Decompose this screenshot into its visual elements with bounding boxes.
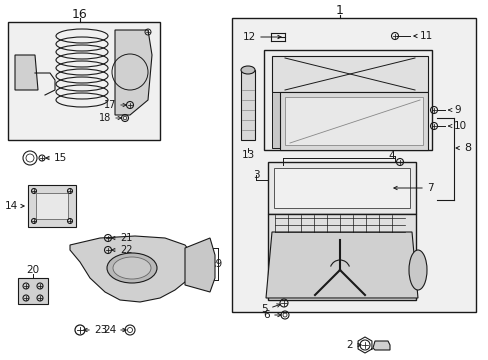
Polygon shape — [184, 238, 215, 292]
Text: 1: 1 — [335, 4, 343, 17]
Text: 4: 4 — [388, 151, 394, 161]
Text: 2: 2 — [346, 340, 352, 350]
Text: 18: 18 — [99, 113, 111, 123]
Polygon shape — [115, 30, 152, 115]
Text: 23: 23 — [94, 325, 107, 335]
Polygon shape — [372, 341, 389, 350]
Polygon shape — [265, 232, 417, 298]
Bar — [264, 50, 431, 150]
Ellipse shape — [107, 253, 157, 283]
Text: 12: 12 — [242, 32, 256, 42]
Text: 7: 7 — [426, 183, 433, 193]
Bar — [8, 22, 160, 140]
Polygon shape — [70, 236, 195, 302]
Bar — [28, 185, 76, 227]
Bar — [280, 92, 427, 150]
Ellipse shape — [113, 257, 151, 279]
Bar — [285, 97, 422, 145]
Text: 14: 14 — [5, 201, 18, 211]
Bar — [241, 70, 254, 140]
Bar — [36, 193, 68, 219]
Text: 5: 5 — [261, 304, 267, 314]
Bar — [273, 168, 409, 208]
Text: 10: 10 — [453, 121, 466, 131]
Ellipse shape — [408, 250, 426, 290]
Text: 17: 17 — [103, 100, 116, 110]
Bar — [267, 214, 415, 300]
Text: 16: 16 — [72, 8, 88, 21]
Text: 20: 20 — [26, 265, 40, 275]
Text: 6: 6 — [263, 310, 269, 320]
Text: 21: 21 — [120, 233, 132, 243]
Bar — [18, 278, 48, 304]
Bar — [267, 162, 415, 214]
Bar — [231, 18, 475, 312]
Text: 9: 9 — [453, 105, 460, 115]
Text: 15: 15 — [54, 153, 67, 163]
Polygon shape — [15, 55, 38, 90]
Text: 11: 11 — [419, 31, 432, 41]
Text: 8: 8 — [463, 143, 470, 153]
Text: 19: 19 — [209, 259, 223, 269]
Text: 3: 3 — [252, 170, 259, 180]
Ellipse shape — [241, 66, 254, 74]
Text: 24: 24 — [102, 325, 116, 335]
Text: 22: 22 — [120, 245, 132, 255]
Text: 13: 13 — [241, 150, 254, 160]
Polygon shape — [271, 92, 280, 148]
Bar — [271, 56, 427, 92]
